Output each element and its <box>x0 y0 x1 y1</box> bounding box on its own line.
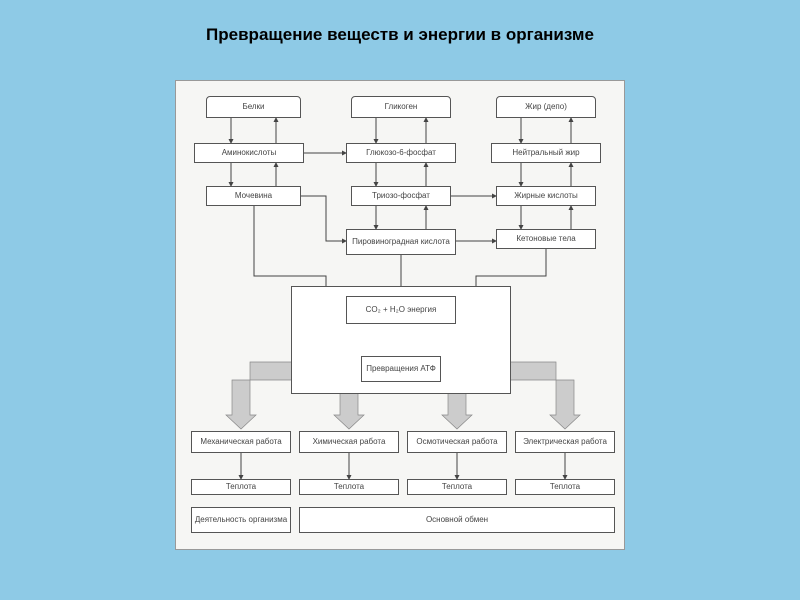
node-g6p: Глюкозо-6-фосфат <box>346 143 456 163</box>
node-neutral-fat: Нейтральный жир <box>491 143 601 163</box>
node-triose: Триозо-фосфат <box>351 186 451 206</box>
node-heat3: Теплота <box>407 479 507 495</box>
node-fat-depot: Жир (депо) <box>496 96 596 118</box>
node-elec: Электрическая работа <box>515 431 615 453</box>
node-urea: Мочевина <box>206 186 301 206</box>
node-aminoacids: Аминокислоты <box>194 143 304 163</box>
node-heat2: Теплота <box>299 479 399 495</box>
node-pyruvate: Пировиноградная кислота <box>346 229 456 255</box>
diagram-panel: Белки Аминокислоты Мочевина Гликоген Глю… <box>175 80 625 550</box>
node-activity: Деятельность организма <box>191 507 291 533</box>
node-basal: Основной обмен <box>299 507 615 533</box>
node-chem: Химическая работа <box>299 431 399 453</box>
node-ketone: Кетоновые тела <box>496 229 596 249</box>
node-mech: Механическая работа <box>191 431 291 453</box>
node-atp: Превращения АТФ <box>361 356 441 382</box>
node-osmo: Осмотическая работа <box>407 431 507 453</box>
node-fatty-acids: Жирные кислоты <box>496 186 596 206</box>
node-heat4: Теплота <box>515 479 615 495</box>
node-heat1: Теплота <box>191 479 291 495</box>
node-proteins: Белки <box>206 96 301 118</box>
node-co2-energy: CO₂ + H₂O энергия <box>346 296 456 324</box>
node-glycogen: Гликоген <box>351 96 451 118</box>
page-title: Превращение веществ и энергии в организм… <box>0 0 800 45</box>
